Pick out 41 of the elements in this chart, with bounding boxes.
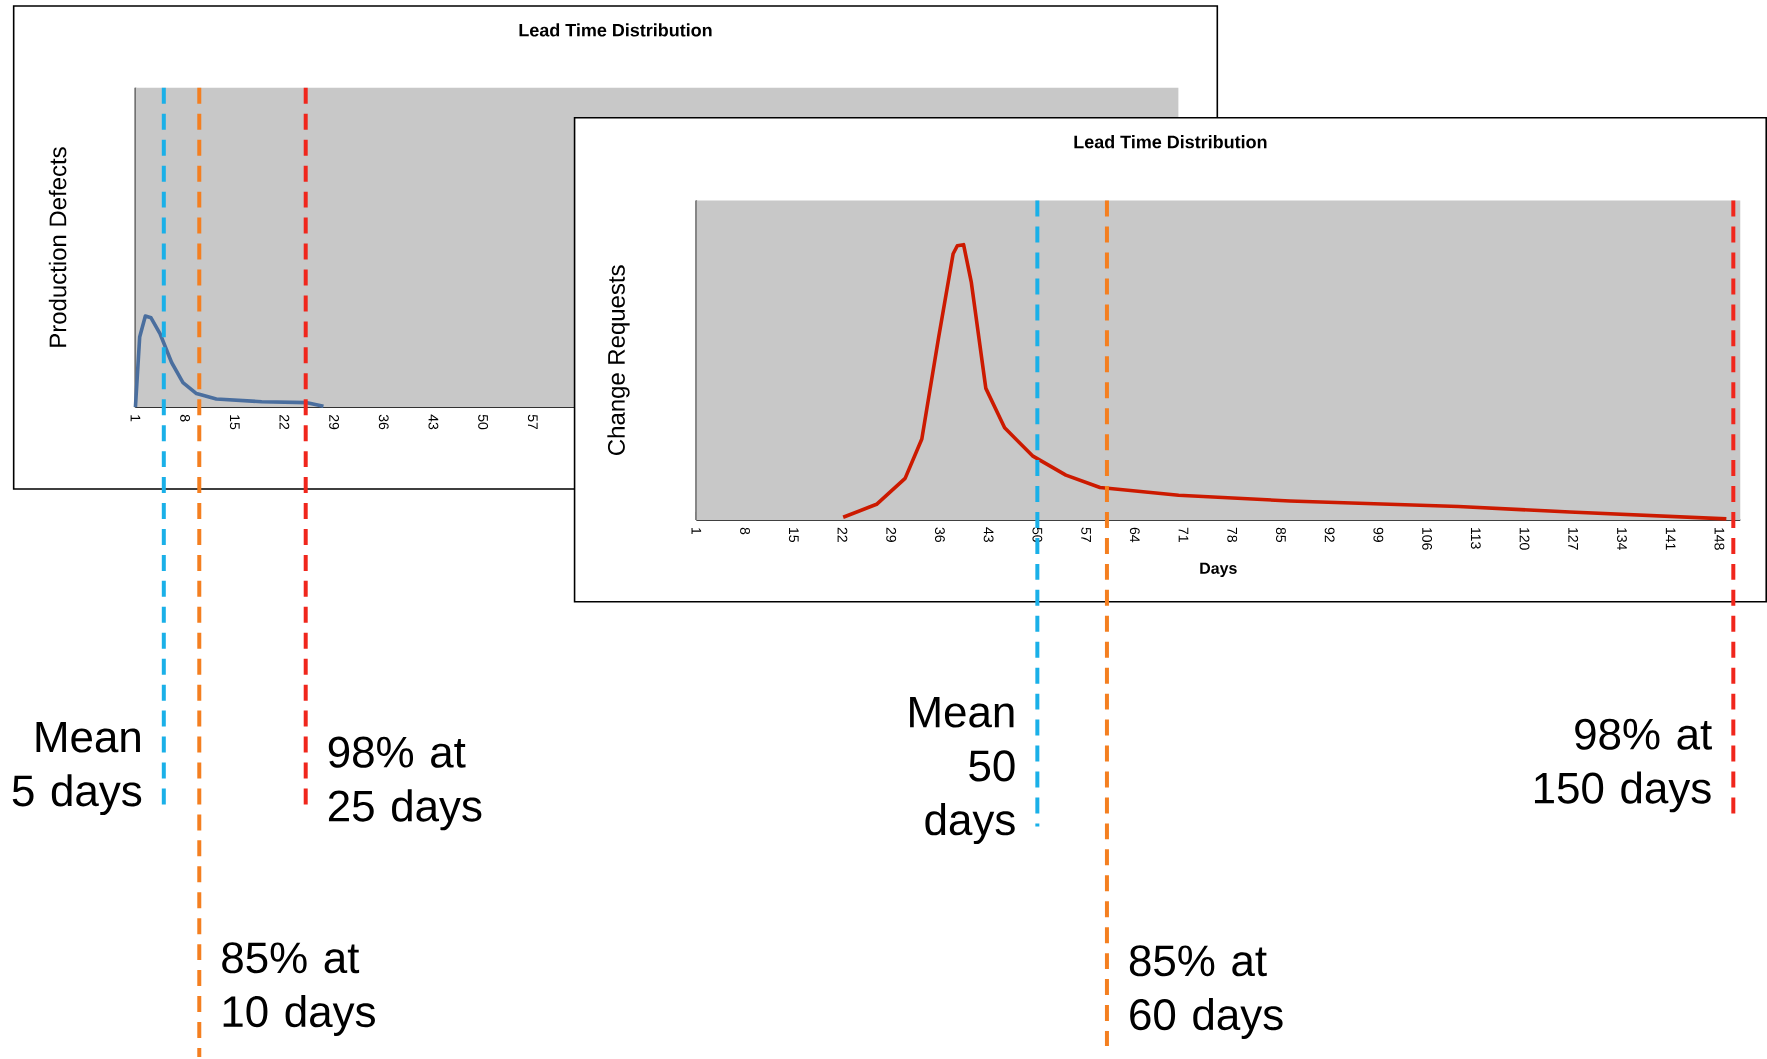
x-tick-label: 8	[180, 414, 191, 422]
ref-line-label: 85% at 60 days	[1129, 945, 1283, 1039]
x-tick-label: 1	[130, 415, 141, 422]
x-tick-label: 113	[1470, 528, 1481, 549]
x-tick-label: 1	[691, 528, 702, 535]
x-tick-label: 57	[527, 414, 538, 430]
y-axis-title: Production Defects	[48, 147, 67, 347]
x-tick-label: 15	[229, 415, 240, 430]
x-tick-label: 15	[788, 528, 799, 543]
x-tick-label: 29	[886, 527, 897, 542]
x-tick-label: 64	[1129, 527, 1140, 543]
x-tick-label: 99	[1373, 527, 1384, 542]
x-tick-label: 141	[1665, 528, 1676, 550]
x-tick-label: 120	[1519, 528, 1530, 550]
x-tick-label: 8	[740, 527, 750, 535]
x-tick-label: 85	[1276, 527, 1286, 543]
x-tick-label: 50	[478, 414, 489, 430]
x-tick-label: 127	[1568, 528, 1579, 550]
x-tick-label: 29	[329, 415, 340, 430]
ref-line-label: 85% at 10 days	[222, 942, 375, 1036]
x-tick-label: 57	[1081, 527, 1091, 542]
x-tick-label: 71	[1178, 527, 1189, 542]
x-tick-label: 22	[837, 527, 848, 542]
ref-line-label: Mean 5 days	[12, 721, 142, 816]
x-tick-label: 36	[934, 527, 945, 542]
chart-title: Lead Time Distribution	[519, 23, 712, 37]
ref-line-label: Mean 50 days	[910, 696, 1015, 845]
x-tick-label: 43	[983, 527, 994, 542]
x-axis-title: Days	[1200, 562, 1237, 578]
x-tick-label: 22	[279, 415, 290, 430]
ref-line-label: 98% at 150 days	[1534, 718, 1712, 813]
x-tick-label: 36	[378, 414, 389, 430]
x-tick-label: 92	[1324, 527, 1335, 542]
x-tick-label: 148	[1714, 528, 1725, 550]
ref-line-label: 98% at 25 days	[328, 736, 482, 831]
x-tick-label: 106	[1422, 528, 1433, 550]
x-tick-label: 43	[428, 414, 439, 430]
y-axis-title: Change Requests	[607, 265, 630, 455]
x-tick-label: 134	[1617, 528, 1627, 550]
chart-title: Lead Time Distribution	[1074, 135, 1267, 149]
x-tick-label: 78	[1227, 527, 1238, 543]
